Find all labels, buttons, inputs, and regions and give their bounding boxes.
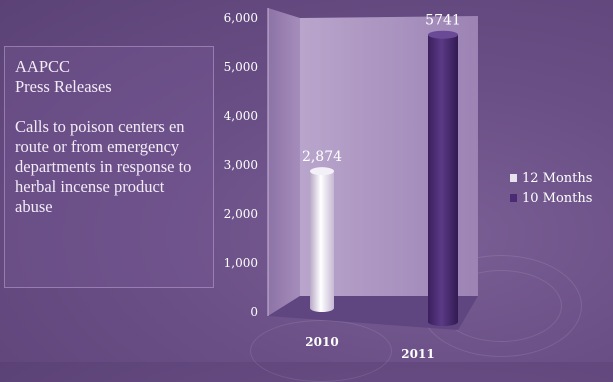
y-tick-label: 1,000: [224, 256, 258, 270]
legend-label-10-months: 10 Months: [522, 190, 593, 206]
bar-2010: [310, 171, 334, 308]
legend-swatch-12-months: [510, 174, 517, 182]
y-tick-label: 4,000: [224, 109, 258, 123]
chart: 0 1,000 2,000 3,000 4,000 5,000 6,000 2,874 574…: [224, 8, 478, 361]
bar-base-2010: [310, 304, 334, 312]
info-body-text: Calls to poison centers en route or from…: [15, 117, 192, 216]
x-tick-label: 2011: [401, 347, 434, 361]
legend: 12 Months 10 Months: [510, 168, 592, 208]
bar-top-2011: [428, 30, 458, 39]
info-box: AAPCC Press Releases Calls to poison cen…: [4, 46, 214, 288]
y-tick-label: 0: [250, 305, 258, 319]
y-tick-label: 3,000: [224, 158, 258, 172]
y-tick-label: 6,000: [224, 11, 258, 25]
chart-left-wall: [268, 8, 300, 316]
info-heading-press-releases: Press Releases: [15, 77, 112, 96]
data-label-2011: 5741: [425, 13, 461, 29]
y-tick-label: 5,000: [224, 60, 258, 74]
bar-2011: [428, 34, 458, 322]
legend-item-12-months: 12 Months: [510, 168, 592, 188]
legend-label-12-months: 12 Months: [522, 170, 593, 186]
y-tick-label: 2,000: [224, 207, 258, 221]
legend-item-10-months: 10 Months: [510, 188, 592, 208]
bar-top-2010: [310, 167, 334, 176]
bar-base-2011: [428, 318, 458, 326]
x-tick-label: 2010: [305, 335, 338, 349]
data-label-2010: 2,874: [302, 149, 342, 165]
info-heading-aapcc: AAPCC: [15, 57, 71, 76]
legend-swatch-10-months: [510, 194, 517, 202]
